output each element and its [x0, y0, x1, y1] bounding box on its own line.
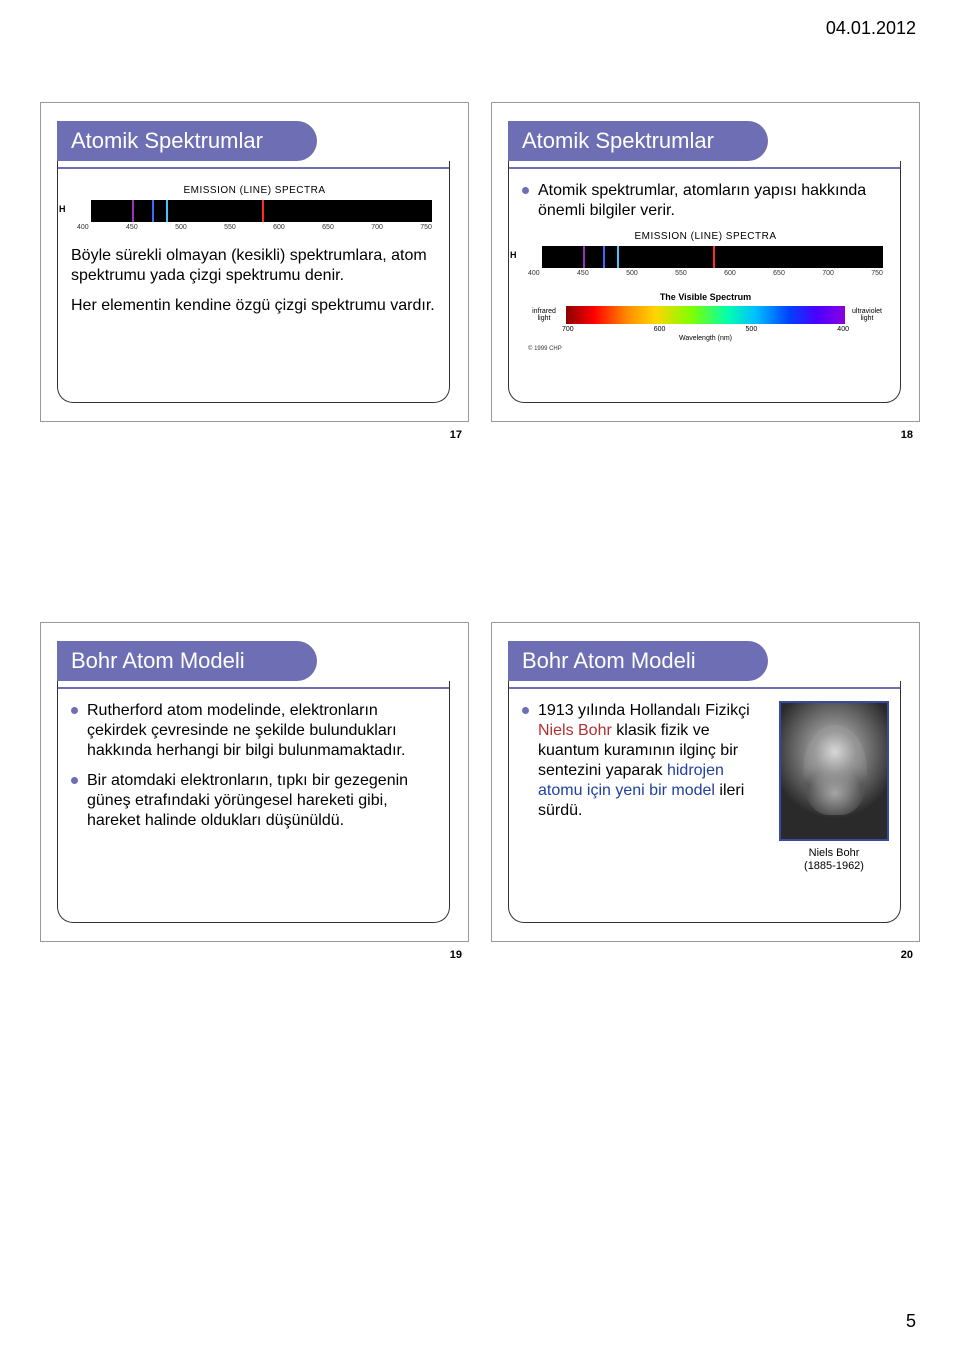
body-text-1: Böyle sürekli olmayan (kesikli) spektrum…: [71, 246, 438, 286]
tick-label: 700: [371, 224, 383, 233]
emission-line: [166, 200, 168, 222]
ultraviolet-label: ultraviolet light: [849, 308, 885, 322]
spectra-strip: [542, 246, 883, 268]
caption-name: Niels Bohr: [809, 847, 860, 859]
slide-row-2: Bohr Atom Modeli Rutherford atom modelin…: [40, 622, 920, 942]
spectra-wrap: H: [71, 200, 438, 222]
visible-spectrum-ticks: 700 600 500 400: [562, 326, 849, 335]
portrait-caption: Niels Bohr (1885-1962): [779, 847, 889, 873]
page: 04.01.2012 5 Atomik Spektrumlar EMISSION…: [0, 0, 960, 1362]
bullet-text: Atomik spektrumlar, atomların yapısı hak…: [522, 181, 889, 221]
tick-label: 400: [77, 224, 89, 233]
page-number: 5: [906, 1311, 916, 1332]
slide-body: Rutherford atom modelinde, elektronların…: [71, 701, 438, 913]
slide20-text-column: 1913 yılında Hollandalı Fizikçi Niels Bo…: [522, 701, 769, 873]
highlight-name: Niels Bohr: [538, 722, 612, 739]
spectra-title: EMISSION (LINE) SPECTRA: [522, 231, 889, 244]
tick-label: 600: [724, 270, 736, 279]
slide-number: 20: [901, 949, 913, 961]
visible-spectrum-band: [566, 306, 845, 324]
wavelength-axis-label: Wavelength (nm): [522, 335, 889, 344]
caption-years: (1885-1962): [804, 860, 864, 872]
slide-row-1: Atomik Spektrumlar EMISSION (LINE) SPECT…: [40, 102, 920, 422]
slide-number: 19: [450, 949, 462, 961]
document-date: 04.01.2012: [826, 18, 916, 39]
portrait-column: Niels Bohr (1885-1962): [779, 701, 889, 873]
slide-19: Bohr Atom Modeli Rutherford atom modelin…: [40, 622, 469, 942]
slide-18: Atomik Spektrumlar Atomik spektrumlar, a…: [491, 102, 920, 422]
emission-line: [132, 200, 134, 222]
tick-label: 500: [746, 326, 758, 335]
slide-title-tab: Bohr Atom Modeli: [57, 641, 317, 681]
emission-line: [583, 246, 585, 268]
tick-label: 500: [175, 224, 187, 233]
bullet-text: Rutherford atom modelinde, elektronların…: [71, 701, 438, 761]
visible-spectrum-figure: The Visible Spectrum infrared light ultr…: [522, 292, 889, 353]
emission-line: [152, 200, 154, 222]
element-label: H: [510, 250, 517, 261]
emission-spectra-figure: EMISSION (LINE) SPECTRA H 400 450 500 550 60…: [522, 231, 889, 278]
slide-20: Bohr Atom Modeli 1913 yılında Hollandalı…: [491, 622, 920, 942]
tick-label: 550: [675, 270, 687, 279]
visible-spectrum-row: infrared light ultraviolet light: [526, 306, 885, 324]
body-text-2: Her elementin kendine özgü çizgi spektru…: [71, 296, 438, 316]
slide-title-tab: Atomik Spektrumlar: [508, 121, 768, 161]
visible-spectrum-title: The Visible Spectrum: [522, 292, 889, 303]
figure-copyright: © 1999 CHP: [528, 346, 889, 354]
slide-body: EMISSION (LINE) SPECTRA H 400 450 500 550 60…: [71, 185, 438, 393]
tick-label: 450: [126, 224, 138, 233]
bullet-text: 1913 yılında Hollandalı Fizikçi Niels Bo…: [522, 701, 769, 821]
slide20-layout: 1913 yılında Hollandalı Fizikçi Niels Bo…: [522, 701, 889, 873]
niels-bohr-portrait: [779, 701, 889, 841]
tick-label: 400: [528, 270, 540, 279]
element-label: H: [59, 204, 66, 215]
tick-label: 400: [837, 326, 849, 335]
spectra-wrap: H: [522, 246, 889, 268]
tick-label: 500: [626, 270, 638, 279]
text-fragment: 1913 yılında Hollandalı Fizikçi: [538, 702, 750, 719]
slide-title-tab: Atomik Spektrumlar: [57, 121, 317, 161]
slide-body: 1913 yılında Hollandalı Fizikçi Niels Bo…: [522, 701, 889, 913]
spectra-ticks: 400 450 500 550 600 650 700 750: [77, 224, 432, 233]
tick-label: 650: [773, 270, 785, 279]
slide-17: Atomik Spektrumlar EMISSION (LINE) SPECT…: [40, 102, 469, 422]
tick-label: 550: [224, 224, 236, 233]
emission-line: [603, 246, 605, 268]
slide-number: 17: [450, 429, 462, 441]
infrared-label: infrared light: [526, 308, 562, 322]
tick-label: 700: [822, 270, 834, 279]
tick-label: 450: [577, 270, 589, 279]
spectra-strip: [91, 200, 432, 222]
tick-label: 600: [273, 224, 285, 233]
emission-line: [262, 200, 264, 222]
slide-number: 18: [901, 429, 913, 441]
emission-spectra-figure: EMISSION (LINE) SPECTRA H 400 450 500 550 60…: [71, 185, 438, 232]
tick-label: 750: [420, 224, 432, 233]
emission-line: [713, 246, 715, 268]
tick-label: 650: [322, 224, 334, 233]
emission-line: [617, 246, 619, 268]
spectra-ticks: 400 450 500 550 600 650 700 750: [528, 270, 883, 279]
tick-label: 750: [871, 270, 883, 279]
bullet-text: Bir atomdaki elektronların, tıpkı bir ge…: [71, 771, 438, 831]
slide-body: Atomik spektrumlar, atomların yapısı hak…: [522, 181, 889, 393]
spectra-title: EMISSION (LINE) SPECTRA: [71, 185, 438, 198]
tick-label: 600: [654, 326, 666, 335]
tick-label: 700: [562, 326, 574, 335]
slide-title-tab: Bohr Atom Modeli: [508, 641, 768, 681]
